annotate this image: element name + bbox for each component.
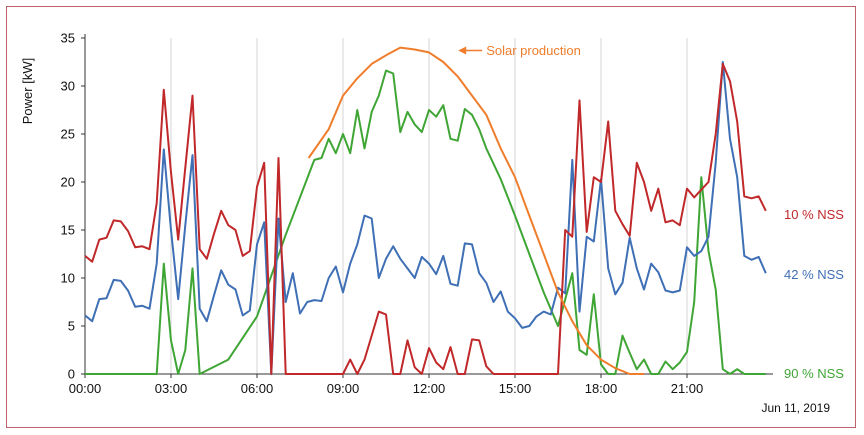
series-lines: [84, 46, 767, 375]
power-chart: 00:00 03:00 06:00 09:00 12:00 15:00 18:00 21:00…: [20, 31, 844, 416]
x-tick-label: 12:00: [413, 381, 446, 396]
chart-frame: 00:00 03:00 06:00 09:00 12:00 15:00 18:00 21:00…: [6, 6, 856, 428]
series-label-2: 42 % NSS: [784, 267, 844, 282]
labels: 00:00 03:00 06:00 09:00 12:00 15:00 18:00 21:00…: [20, 31, 844, 416]
y-tick-label: 5: [68, 319, 75, 334]
series-line-solar-production: [307, 46, 644, 375]
y-tick-label: 30: [61, 79, 75, 94]
series-label-1: 10 % NSS: [784, 207, 844, 222]
series-line-90-nss: [85, 69, 766, 375]
y-tick-label: 0: [68, 367, 75, 382]
series-label-3: 90 % NSS: [784, 366, 844, 381]
x-tick-label: 21:00: [671, 381, 704, 396]
y-axis-label: Power [kW]: [20, 58, 35, 124]
y-tick-label: 25: [61, 127, 75, 142]
axes: [81, 34, 773, 378]
y-tick-label: 35: [61, 31, 75, 46]
series-line-10-nss: [84, 62, 767, 375]
solar-arrow-head: [458, 46, 467, 55]
x-tick-label: 15:00: [499, 381, 532, 396]
x-tick-label: 03:00: [155, 381, 188, 396]
y-tick-label: 10: [61, 271, 75, 286]
x-tick-label: 06:00: [241, 381, 274, 396]
solar-production-label: Solar production: [486, 43, 581, 58]
date-label: Jun 11, 2019: [761, 401, 830, 415]
y-tick-label: 20: [61, 175, 75, 190]
x-tick-label: 09:00: [327, 381, 360, 396]
grid: [170, 38, 688, 374]
y-tick-label: 15: [61, 223, 75, 238]
series-line-42-nss: [84, 61, 767, 375]
x-tick-label: 00:00: [69, 381, 102, 396]
x-tick-label: 18:00: [585, 381, 618, 396]
